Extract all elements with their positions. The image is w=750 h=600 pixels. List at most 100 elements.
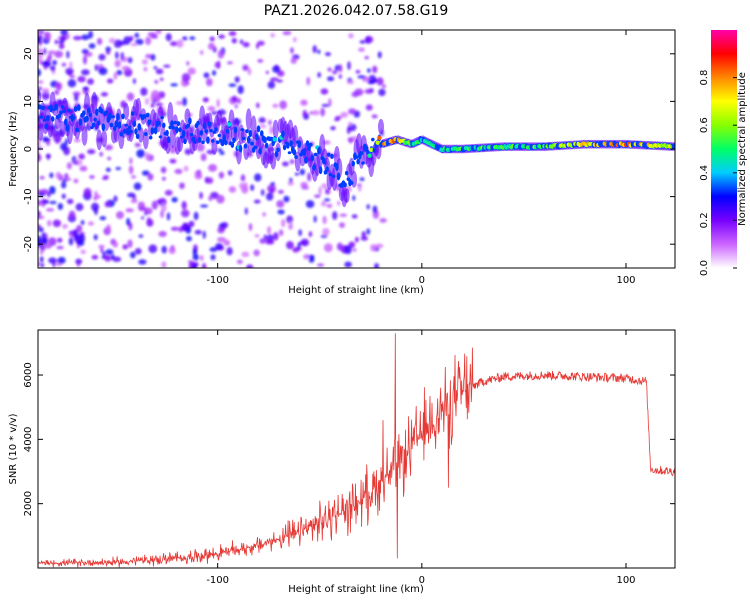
spectrogram-noise-cell — [186, 61, 190, 66]
spectrogram-core-cell — [317, 146, 321, 155]
spectrogram-halo-cell — [240, 128, 247, 144]
spectrogram-noise-cell — [56, 245, 64, 250]
spectrogram-core-cell — [73, 106, 78, 112]
spectrogram-noise-cell — [221, 221, 229, 229]
spectrogram-noise-cell — [105, 46, 111, 53]
spectrogram-noise-cell — [186, 236, 192, 242]
spectrogram-noise-cell — [126, 218, 131, 226]
snr-y-ticks: 2000 4000 6000 — [23, 362, 675, 516]
spectrogram-noise-cell — [323, 198, 331, 202]
spectrogram-noise-cell — [169, 41, 179, 47]
spectrogram-noise-cell — [310, 256, 315, 260]
spectrogram-noise-cell — [260, 189, 265, 196]
spectrogram-noise-cell — [193, 211, 199, 221]
spectrogram-core-cell — [258, 147, 262, 155]
spectrogram-core-cell — [175, 126, 179, 134]
spectrogram-core-cell — [253, 145, 258, 150]
spectrogram-noise-cell — [83, 187, 92, 197]
spectrogram-noise-cell — [38, 193, 45, 197]
spectrogram-core-cell — [233, 126, 238, 134]
spectrogram-noise-cell — [289, 159, 295, 164]
spectrogram-noise-cell — [145, 53, 153, 59]
spectrogram-noise-cell — [306, 76, 311, 86]
spectrogram-noise-cell — [130, 43, 138, 47]
spectrogram-noise-cell — [145, 36, 152, 46]
spectrogram-core-cell — [75, 127, 79, 133]
spectrogram-noise-cell — [105, 51, 111, 55]
spectrogram-core-cell — [364, 145, 369, 152]
spectrogram-core-cell — [65, 124, 70, 132]
spectrogram-core-cell — [157, 120, 161, 126]
spectrogram-noise-cell — [66, 198, 74, 205]
spectrogram-core-cell — [372, 147, 377, 153]
spectrogram-core-cell — [165, 129, 169, 137]
spectrogram-core-cell — [117, 121, 122, 129]
spectrogram-noise-cell — [268, 119, 272, 126]
spectrogram-core-cell — [222, 134, 226, 142]
spectrogram-core-cell — [54, 103, 58, 111]
spectrogram-noise-cell — [234, 104, 238, 109]
spectrogram-core-cell — [160, 115, 164, 120]
spectrogram-noise-cell — [360, 236, 368, 241]
spectrogram-noise-cell — [104, 254, 112, 262]
spectrogram-noise-cell — [365, 104, 373, 111]
spectrogram-noise-cell — [141, 170, 150, 176]
spectrogram-core-cell — [246, 135, 251, 144]
spectrogram-noise-cell — [247, 67, 252, 76]
spectrogram-noise-cell — [69, 74, 75, 79]
spectrogram-core-cell — [122, 128, 127, 134]
colorbar-label: Normalized spectral amplitude — [737, 72, 748, 226]
spectrogram-core-cell — [318, 166, 323, 175]
spectrogram-noise-cell — [99, 216, 107, 221]
spectrogram-core-cell — [361, 161, 365, 165]
spectrogram-noise-cell — [361, 231, 366, 238]
spectrogram-core-cell — [371, 137, 375, 142]
spectrogram-noise-cell — [67, 79, 77, 88]
spectrogram-x-label: Height of straight line (km) — [288, 285, 424, 296]
spectrogram-noise-cell — [127, 239, 133, 248]
spectrogram-core-cell — [238, 144, 243, 153]
y-tick-label: 4000 — [23, 427, 34, 452]
chart-title: PAZ1.2026.042.07.58.G19 — [264, 3, 449, 19]
spectrogram-noise-cell — [270, 77, 279, 81]
spectrogram-noise-cell — [286, 241, 294, 250]
spectrogram-noise-cell — [178, 226, 184, 233]
spectrogram-noise-cell — [158, 230, 167, 238]
spectrogram-noise-cell — [38, 48, 42, 52]
spectrogram-noise-cell — [354, 88, 364, 96]
spectrogram-noise-cell — [184, 81, 190, 86]
spectrogram-noise-cell — [287, 181, 294, 186]
spectrogram-noise-cell — [212, 70, 217, 76]
spectrogram-noise-cell — [55, 171, 62, 179]
spectrogram-noise-cell — [38, 36, 42, 44]
colorbar-tick-label: 0.0 — [699, 260, 710, 276]
spectrogram-core-cell — [308, 142, 313, 147]
spectrogram-noise-cell — [270, 33, 276, 38]
spectrogram-noise-cell — [282, 161, 289, 167]
spectrogram-noise-cell — [359, 40, 366, 44]
spectrogram-noise-cell — [327, 67, 332, 72]
spectrogram-noise-cell — [38, 261, 41, 267]
spectrogram-noise-cell — [303, 254, 310, 260]
spectrogram-noise-cell — [367, 68, 371, 73]
spectrogram-noise-cell — [348, 33, 354, 39]
spectrogram-noise-cell — [339, 213, 348, 217]
spectrogram-noise-cell — [106, 78, 114, 84]
spectrogram-noise-cell — [130, 199, 138, 204]
spectrogram-peak-cell — [272, 137, 278, 142]
spectrogram-noise-cell — [277, 209, 285, 215]
spectrogram-noise-cell — [73, 35, 82, 41]
spectrogram-core-cell — [60, 105, 65, 109]
spectrogram-noise-cell — [274, 64, 279, 71]
spectrogram-noise-cell — [134, 142, 141, 148]
spectrogram-noise-cell — [330, 126, 336, 131]
spectrogram-noise-cell — [202, 230, 206, 239]
spectrogram-noise-cell — [87, 78, 94, 85]
spectrogram-noise-cell — [38, 80, 44, 84]
spectrogram-core-cell — [130, 111, 135, 116]
spectrogram-noise-cell — [276, 200, 285, 208]
spectrogram-noise-cell — [57, 256, 66, 264]
spectrogram-noise-cell — [174, 168, 183, 175]
spectrogram-y-ticks: -20 -10 0 10 20 — [23, 47, 675, 252]
spectrogram-halo-cell — [91, 91, 98, 114]
